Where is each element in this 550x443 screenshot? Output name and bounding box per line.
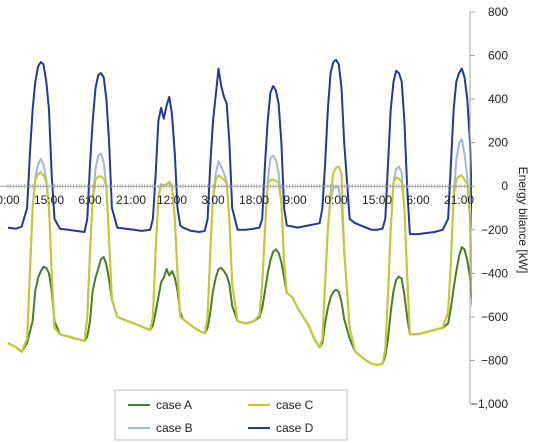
legend-label: case C xyxy=(276,398,314,412)
x-tick-label: 18:00 xyxy=(239,193,269,207)
legend-label: case B xyxy=(156,421,193,435)
series-line-1 xyxy=(7,246,472,366)
x-tick-label: 6:00 xyxy=(78,193,102,207)
x-tick-label: 3:00 xyxy=(201,193,225,207)
y-axis-title: Energy bilance [kW] xyxy=(516,167,530,274)
y-tick-label: −1,000 xyxy=(471,397,508,411)
y-tick-label: −600 xyxy=(481,310,508,324)
x-tick-label: 21:00 xyxy=(444,193,474,207)
legend: case A case B case C case D xyxy=(114,389,348,441)
x-tick-label: 0:00 xyxy=(0,193,20,207)
x-tick-label: 0:00 xyxy=(324,193,348,207)
x-tick-label: 12:00 xyxy=(157,193,187,207)
series-line-3 xyxy=(7,165,472,366)
series-line-4 xyxy=(7,58,472,236)
y-tick-label: 0 xyxy=(501,179,508,193)
y-tick-label: −200 xyxy=(481,223,508,237)
y-tick-label: 400 xyxy=(488,92,508,106)
x-tick-label: 15:00 xyxy=(34,193,64,207)
legend-label: case D xyxy=(276,421,314,435)
legend-label: case A xyxy=(156,398,192,412)
x-tick-label: 9:00 xyxy=(283,193,307,207)
y-tick-label: −400 xyxy=(481,266,508,280)
y-tick-label: 200 xyxy=(488,136,508,150)
series-line-2 xyxy=(7,138,472,366)
x-tick-label: 15:00 xyxy=(362,193,392,207)
x-tick-label: 6:00 xyxy=(406,193,430,207)
y-tick-label: −800 xyxy=(481,353,508,367)
x-tick-label: 21:00 xyxy=(116,193,146,207)
y-tick-label: 800 xyxy=(488,5,508,19)
legend-box xyxy=(114,389,348,441)
y-tick-label: 600 xyxy=(488,49,508,63)
